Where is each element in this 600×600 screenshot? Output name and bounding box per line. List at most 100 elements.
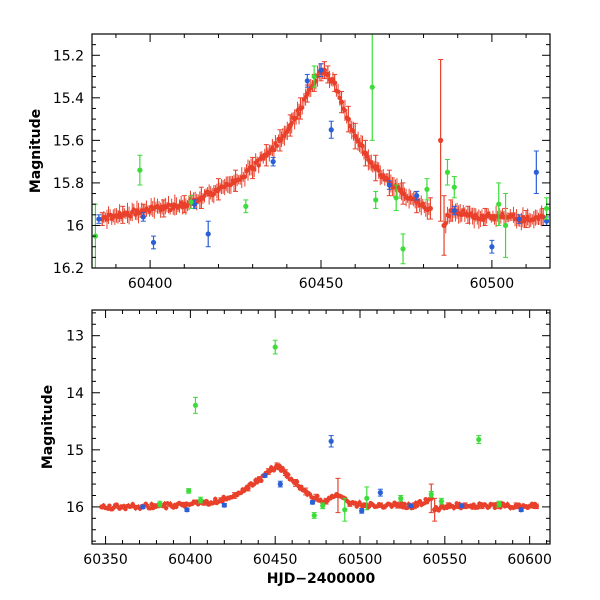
data-point xyxy=(332,80,338,86)
data-point xyxy=(263,152,269,158)
x-tick-label: 60500 xyxy=(470,276,515,292)
data-point xyxy=(250,165,256,171)
y-tick-label: 16 xyxy=(66,500,84,516)
data-point xyxy=(479,503,485,509)
data-point xyxy=(140,207,146,214)
data-point xyxy=(297,105,304,112)
data-point xyxy=(482,214,488,220)
y-tick-label: 15.4 xyxy=(53,91,84,107)
data-point xyxy=(120,212,126,218)
data-point xyxy=(215,186,222,192)
data-point xyxy=(304,78,310,84)
data-point xyxy=(496,501,502,507)
data-point xyxy=(543,205,550,212)
data-point xyxy=(364,495,370,501)
bottom-panel: 60350 60400 60450 60500 60550 60600 13 14 15 16 M… xyxy=(40,309,552,587)
data-point xyxy=(282,470,288,476)
data-point xyxy=(328,127,334,133)
data-point xyxy=(303,488,309,495)
data-point xyxy=(540,214,546,220)
data-point xyxy=(201,500,207,506)
y-tick-label: 15.2 xyxy=(53,48,84,64)
y-tick-label: 13 xyxy=(66,329,84,345)
data-point xyxy=(96,216,102,222)
data-point xyxy=(427,205,433,212)
top-panel-data xyxy=(92,33,550,269)
data-point xyxy=(432,507,438,513)
bottom-series-2 xyxy=(157,339,502,522)
x-tick-label: 60450 xyxy=(299,276,344,292)
bottom-series-1 xyxy=(140,435,524,514)
data-point xyxy=(137,167,143,173)
data-point xyxy=(342,108,348,113)
data-point xyxy=(272,344,278,350)
data-point xyxy=(496,201,502,207)
data-point xyxy=(292,480,299,486)
data-point xyxy=(359,508,365,514)
top-panel: 60400 60450 60500 15.2 15.4 15.6 15.8 16 16.2 Ma… xyxy=(28,33,551,292)
data-point xyxy=(444,169,451,175)
data-point xyxy=(400,190,406,197)
data-point xyxy=(489,244,495,250)
data-point xyxy=(369,84,375,90)
bottom-x-axis-label: HJD−2400000 xyxy=(267,571,376,587)
data-point xyxy=(192,402,199,408)
data-point xyxy=(394,502,400,508)
data-point xyxy=(184,507,190,513)
data-point xyxy=(311,73,317,80)
data-point xyxy=(205,231,211,237)
data-point xyxy=(231,492,238,499)
data-point xyxy=(198,195,204,201)
data-point xyxy=(257,476,263,483)
data-point xyxy=(299,484,304,490)
y-tick-label: 16.2 xyxy=(53,261,84,277)
data-point xyxy=(161,205,167,212)
x-tick-label: 60400 xyxy=(168,552,213,568)
data-point xyxy=(476,436,482,443)
data-point xyxy=(373,197,379,203)
x-tick-label: 60500 xyxy=(338,552,383,568)
data-point xyxy=(119,504,126,510)
data-point xyxy=(303,95,308,100)
data-point xyxy=(438,137,444,143)
data-point xyxy=(393,195,399,201)
data-point xyxy=(386,182,392,188)
data-point xyxy=(140,214,146,220)
data-point xyxy=(313,495,319,501)
data-point xyxy=(188,199,194,205)
y-tick-label: 15.6 xyxy=(53,133,84,149)
data-point xyxy=(328,438,334,444)
data-point xyxy=(513,503,519,509)
data-point xyxy=(309,499,316,505)
data-point xyxy=(157,501,163,507)
data-point xyxy=(304,90,310,97)
data-point xyxy=(398,495,404,501)
data-point xyxy=(107,503,112,508)
data-point xyxy=(438,498,445,504)
data-point xyxy=(221,502,227,508)
top-y-axis-label: Magnitude xyxy=(28,109,44,193)
data-point xyxy=(335,492,341,499)
data-point xyxy=(345,116,351,122)
bottom-panel-data xyxy=(99,339,540,522)
data-point xyxy=(451,184,457,190)
data-point xyxy=(446,214,452,219)
data-point xyxy=(197,497,204,503)
bottom-panel-axes: 60350 60400 60450 60500 60550 60600 13 14 15 16 xyxy=(66,310,552,568)
data-point xyxy=(265,468,272,475)
data-point xyxy=(325,71,331,78)
data-point xyxy=(140,504,146,510)
data-point xyxy=(277,481,283,487)
data-point xyxy=(377,502,383,508)
data-point xyxy=(245,485,251,491)
data-point xyxy=(277,137,283,143)
top-series-0 xyxy=(99,59,546,256)
data-point xyxy=(213,496,218,502)
data-point xyxy=(377,490,383,496)
x-tick-label: 60350 xyxy=(83,552,128,568)
x-tick-label: 60600 xyxy=(507,552,552,568)
top-series-1 xyxy=(96,63,550,254)
data-point xyxy=(99,504,105,510)
x-tick-label: 60550 xyxy=(423,552,468,568)
